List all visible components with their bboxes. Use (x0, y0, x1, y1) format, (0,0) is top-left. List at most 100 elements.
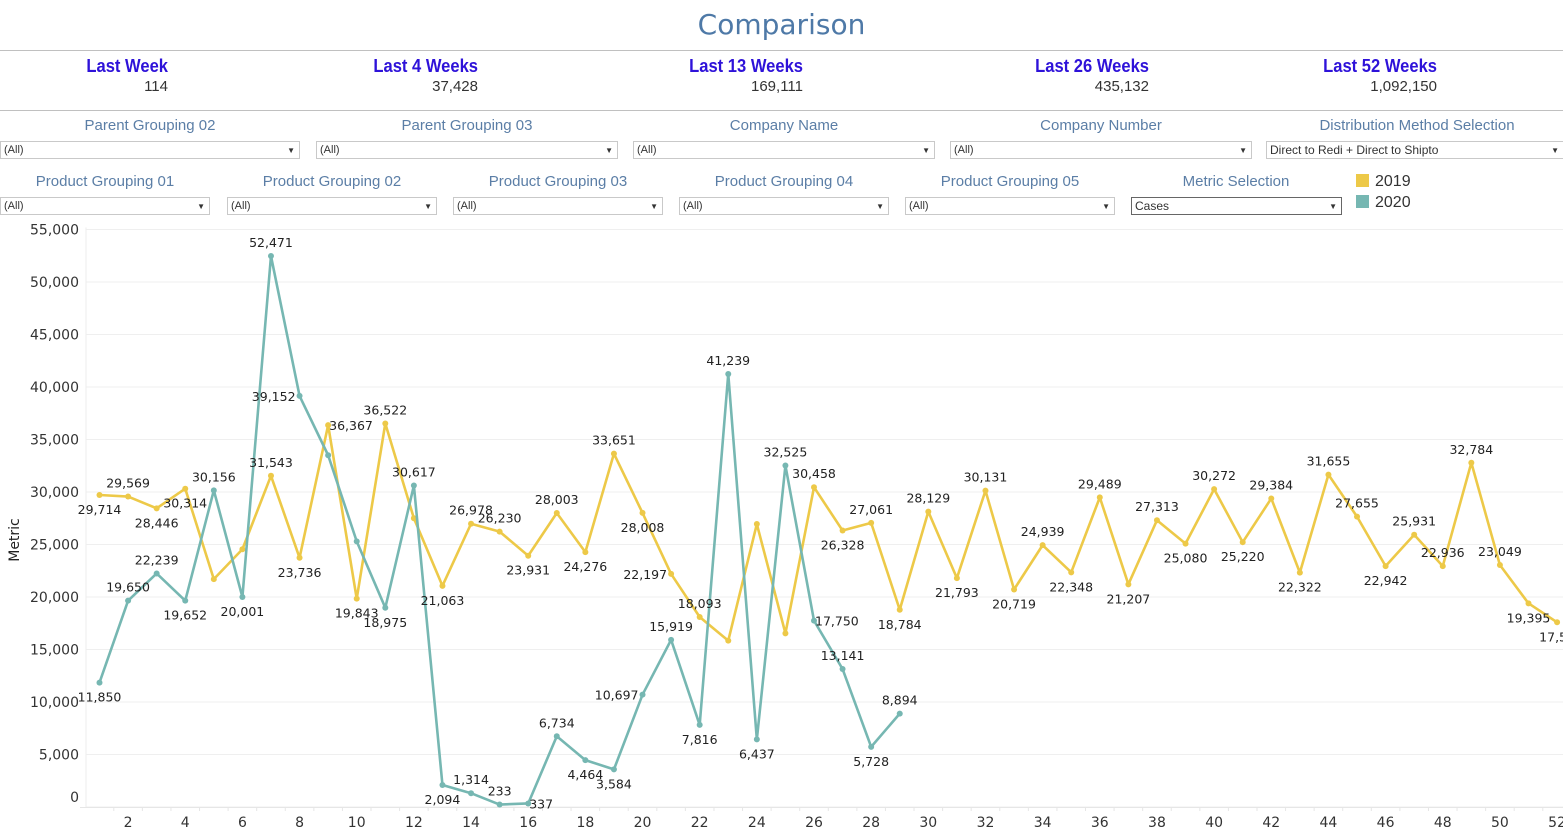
data-label-2019: 22,942 (1364, 573, 1408, 588)
y-tick-label: 50,000 (30, 275, 79, 291)
data-label-2020: 5,728 (853, 754, 889, 769)
product-grouping-02-dropdown[interactable]: (All) ▼ (227, 197, 437, 215)
data-point-2019 (696, 614, 703, 621)
y-tick-label: 5,000 (39, 748, 79, 764)
data-point-2020 (410, 482, 417, 489)
kpi-value: 114 (144, 78, 168, 95)
dropdown-value: (All) (4, 144, 24, 156)
data-labels: 29,714 29,569 28,446 30,314 31,543 23,736 36,3… (78, 235, 1563, 811)
chevron-down-icon: ▼ (197, 202, 205, 211)
data-point-2019 (582, 549, 589, 556)
data-point-2019 (982, 487, 989, 494)
legend-label: 2019 (1375, 173, 1411, 190)
data-label-2020: 6,734 (539, 715, 575, 730)
filter-label-product-grouping-01: Product Grouping 01 (35, 173, 175, 190)
kpi-label: Last 4 Weeks (373, 56, 478, 76)
data-label-2019: 25,931 (1392, 514, 1436, 529)
data-point-2019 (725, 637, 732, 644)
data-label-2019: 31,655 (1307, 454, 1351, 469)
data-point-2019 (496, 528, 503, 535)
data-label-2019: 28,129 (906, 491, 950, 506)
x-tick-label: 32 (977, 815, 995, 831)
data-point-2020 (353, 538, 360, 545)
company-number-dropdown[interactable]: (All) ▼ (950, 141, 1252, 159)
data-label-2019: 28,008 (621, 520, 665, 535)
kpi-value: 169,111 (751, 78, 803, 95)
data-point-2019 (153, 505, 160, 512)
data-point-2020 (382, 604, 389, 611)
x-tick-label: 16 (519, 815, 537, 831)
data-label-2019: 19,395 (1507, 610, 1551, 625)
metric-selection-dropdown[interactable]: Cases ▼ (1131, 197, 1342, 215)
data-label-2019: 29,569 (106, 476, 150, 491)
data-point-2019 (668, 570, 675, 577)
x-tick-label: 12 (405, 815, 423, 831)
data-point-2020 (553, 733, 560, 740)
kpi-value: 37,428 (432, 78, 478, 95)
chevron-down-icon: ▼ (876, 202, 884, 211)
data-point-2020 (668, 636, 675, 643)
data-point-2020 (182, 597, 189, 604)
data-point-2019 (1354, 513, 1361, 520)
distribution-method-dropdown[interactable]: Direct to Redi + Direct to Shipto ▼ (1266, 141, 1563, 159)
product-grouping-04-dropdown[interactable]: (All) ▼ (679, 197, 889, 215)
y-tick-label: 15,000 (30, 643, 79, 659)
data-label-2020: 2,094 (425, 792, 461, 807)
data-label-2020: 1,314 (453, 772, 489, 787)
dashboard-title: Comparison (697, 8, 866, 41)
data-point-2020 (325, 452, 332, 459)
x-tick-label: 46 (1377, 815, 1395, 831)
dropdown-value: (All) (909, 200, 929, 212)
company-name-dropdown[interactable]: (All) ▼ (633, 141, 935, 159)
data-label-2019: 25,080 (1164, 551, 1208, 566)
product-grouping-03-dropdown[interactable]: (All) ▼ (453, 197, 663, 215)
data-point-2019 (525, 552, 532, 559)
x-tick-label: 2 (124, 815, 133, 831)
filter-label-metric-selection: Metric Selection (1182, 173, 1290, 190)
data-point-2019 (1039, 542, 1046, 549)
dropdown-value: (All) (637, 144, 657, 156)
product-grouping-05-dropdown[interactable]: (All) ▼ (905, 197, 1115, 215)
parent-grouping-02-dropdown[interactable]: (All) ▼ (0, 141, 300, 159)
gridlines (85, 227, 1563, 808)
chevron-down-icon: ▼ (1551, 146, 1559, 155)
data-label-2019: 29,489 (1078, 476, 1122, 491)
divider (0, 50, 1563, 51)
legend-item-2020[interactable]: 2020 (1356, 194, 1411, 212)
kpi-last-week: Last Week 114 (0, 56, 168, 95)
data-point-2019 (925, 508, 932, 515)
data-label-2019: 21,063 (421, 593, 465, 608)
data-point-2019 (296, 554, 303, 561)
legend-item-2019[interactable]: 2019 (1356, 173, 1411, 191)
data-label-2019: 30,314 (163, 496, 207, 511)
filter-label-distribution-method: Distribution Method Selection (1319, 117, 1515, 134)
data-point-2019 (182, 485, 189, 492)
kpi-label: Last 13 Weeks (689, 56, 803, 76)
chevron-down-icon: ▼ (287, 146, 295, 155)
data-label-2019: 23,049 (1478, 544, 1522, 559)
data-label-2019: 26,230 (478, 511, 522, 526)
data-point-2019 (1096, 494, 1103, 501)
data-label-2020: 22,239 (135, 552, 179, 567)
data-label-2020: 30,617 (392, 465, 436, 480)
kpi-last-52-weeks: Last 52 Weeks 1,092,150 (1217, 56, 1437, 95)
data-point-2020 (868, 743, 875, 750)
chevron-down-icon: ▼ (1329, 202, 1337, 211)
product-grouping-01-dropdown[interactable]: (All) ▼ (0, 197, 210, 215)
chevron-down-icon: ▼ (1102, 202, 1110, 211)
data-label-2019: 23,736 (278, 565, 322, 580)
parent-grouping-03-dropdown[interactable]: (All) ▼ (316, 141, 618, 159)
data-label-2019: 18,784 (878, 617, 922, 632)
data-point-2020 (125, 597, 132, 604)
kpi-value: 1,092,150 (1370, 78, 1437, 95)
data-label-2019: 30,131 (964, 470, 1008, 485)
data-label-2020: 8,894 (882, 693, 918, 708)
data-point-2019 (1239, 539, 1246, 546)
data-point-2019 (210, 576, 217, 583)
data-label-2019: 27,061 (849, 502, 893, 517)
data-label-2019: 21,207 (1107, 591, 1151, 606)
y-tick-label: 45,000 (30, 328, 79, 344)
data-point-2019 (610, 450, 617, 457)
data-point-2019 (782, 630, 789, 637)
x-tick-label: 36 (1091, 815, 1109, 831)
